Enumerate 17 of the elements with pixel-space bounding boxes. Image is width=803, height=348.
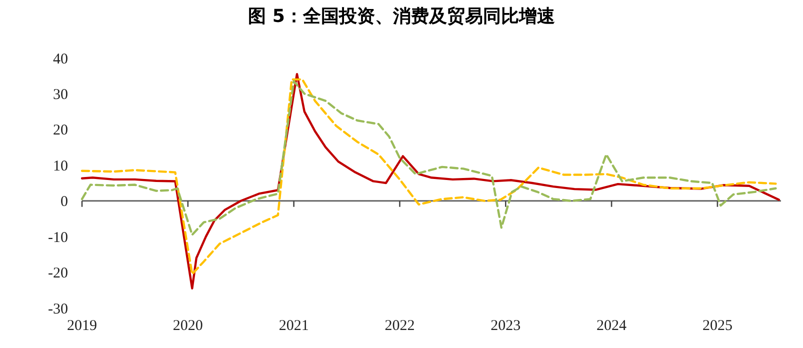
y-tick-label: 30	[53, 86, 68, 103]
y-tick-label: -30	[48, 301, 68, 318]
y-tick-label: 0	[60, 194, 68, 210]
x-tick-label: 2025	[702, 318, 732, 334]
x-tick-label: 2019	[67, 318, 97, 334]
chart-title: 图 5：全国投资、消费及贸易同比增速	[248, 6, 555, 27]
y-tick-label: -10	[48, 230, 68, 246]
y-tick-label: 10	[53, 158, 68, 174]
line-series	[80, 80, 777, 236]
y-tick-label: 20	[53, 122, 68, 139]
x-tick-label: 2020	[172, 318, 203, 334]
y-tick-label: 40	[53, 51, 68, 68]
x-tick-label: 2023	[490, 318, 521, 334]
x-tick-label: 2021	[278, 318, 309, 334]
x-tick-label: 2022	[384, 318, 415, 334]
y-tick-label: -20	[48, 266, 68, 282]
x-tick-label: 2024	[596, 318, 628, 334]
